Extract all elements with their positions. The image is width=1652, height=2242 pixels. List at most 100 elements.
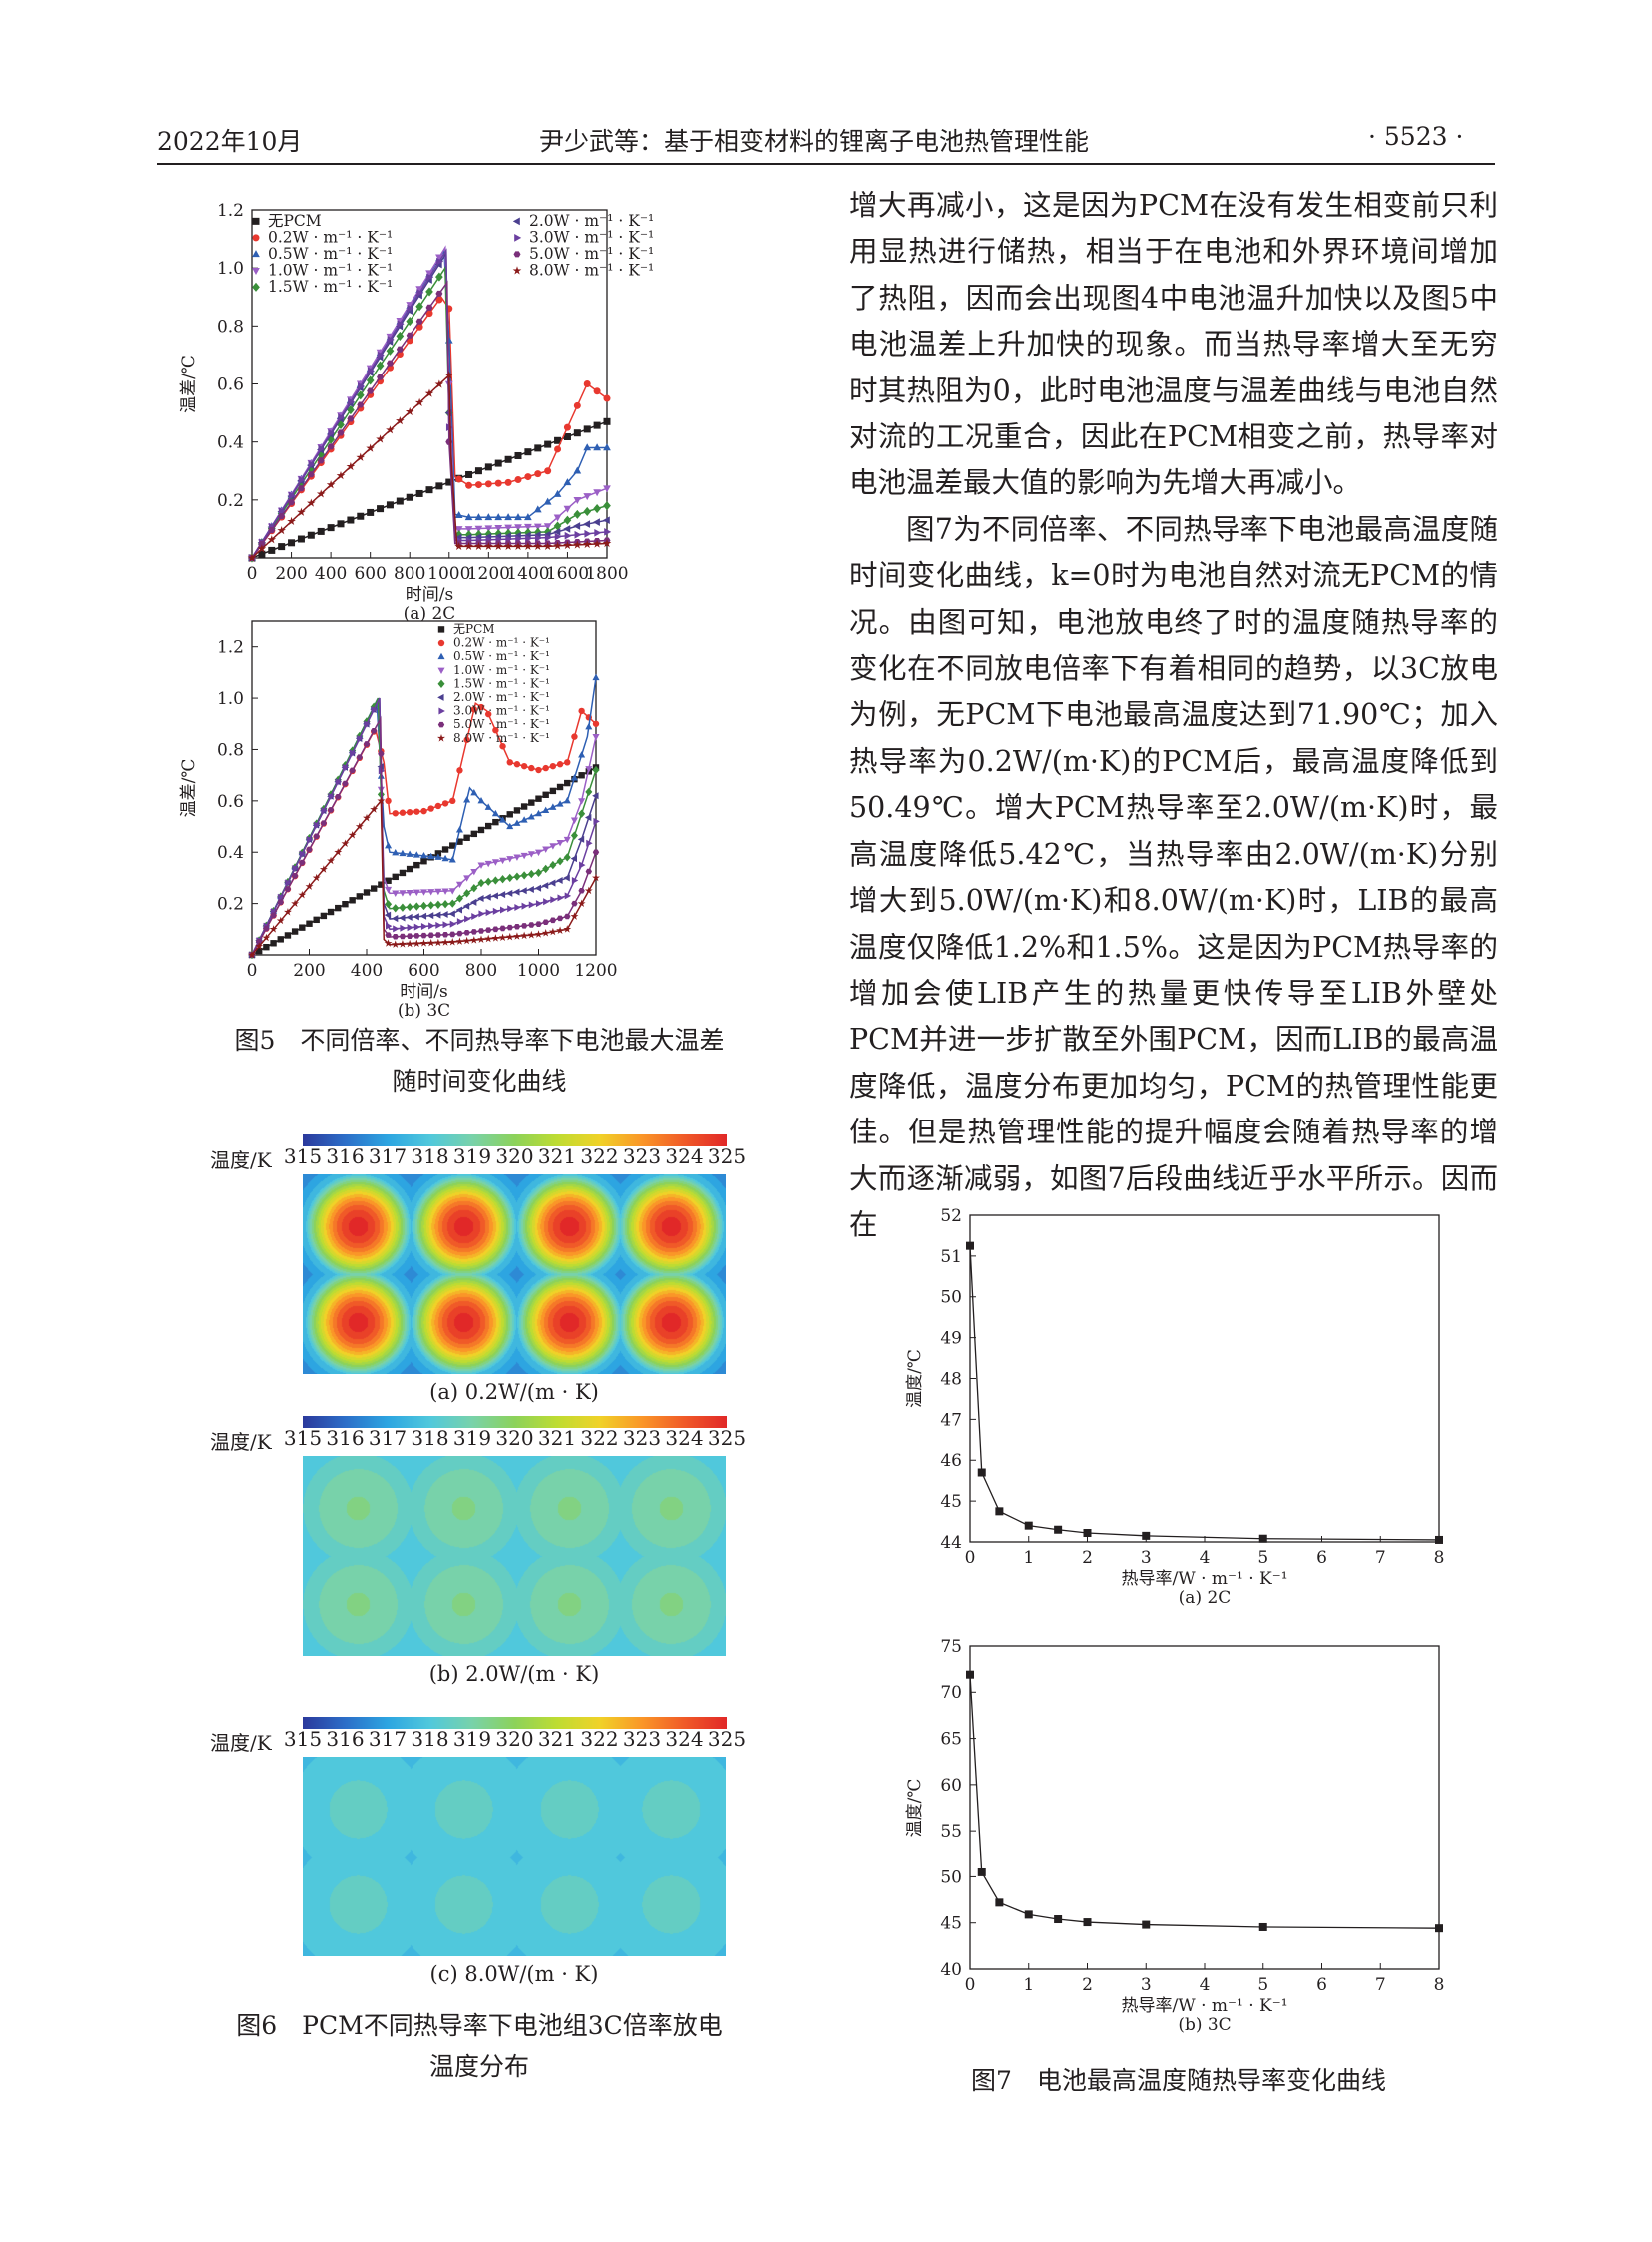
x-tick-label: 200 — [275, 564, 307, 584]
temperature-map — [303, 1174, 726, 1374]
legend-label: 2.0W · m⁻¹ · K⁻¹ — [529, 212, 654, 230]
data-point — [469, 898, 477, 906]
data-point — [291, 899, 300, 907]
data-point — [416, 289, 424, 297]
data-point — [549, 843, 557, 850]
x-tick-label: 6 — [1316, 1975, 1327, 1995]
data-point — [455, 894, 463, 903]
data-point — [406, 939, 414, 948]
data-point — [284, 886, 292, 892]
data-point — [426, 938, 435, 947]
data-point — [427, 932, 434, 939]
data-point — [448, 899, 456, 908]
colorbar-tick-label: 323 — [622, 1426, 662, 1450]
data-point — [549, 762, 557, 770]
data-point — [336, 470, 346, 480]
chart-sublabel: (a) 2C — [404, 604, 456, 624]
data-point — [492, 907, 500, 915]
data-point — [399, 890, 407, 897]
colorbar-label: 温度/K — [210, 1731, 272, 1755]
x-tick-label: 5 — [1257, 1548, 1268, 1568]
data-point — [534, 534, 542, 542]
data-point — [577, 835, 585, 843]
data-point — [520, 871, 528, 880]
data-point — [977, 1868, 986, 1876]
data-point — [484, 710, 492, 718]
data-point — [377, 351, 385, 360]
data-point — [543, 898, 550, 906]
data-point — [413, 851, 420, 858]
data-point — [407, 924, 413, 932]
data-point — [535, 795, 542, 802]
y-tick-label: 0.4 — [217, 433, 244, 453]
y-tick-label: 1.2 — [217, 638, 244, 658]
y-tick-label: 1.0 — [217, 689, 244, 709]
data-point — [318, 444, 326, 453]
fig6-caption-line2: 温度分布 — [428, 2052, 529, 2081]
legend-marker — [252, 268, 260, 276]
data-point — [313, 916, 320, 924]
data-point — [573, 522, 581, 530]
legend-marker — [437, 667, 445, 675]
data-point — [513, 854, 521, 861]
y-tick-label: 40 — [940, 1960, 962, 1980]
data-point — [533, 527, 542, 537]
data-point — [441, 854, 449, 862]
data-point — [1054, 1525, 1063, 1534]
data-point — [456, 918, 464, 926]
x-tick-label: 400 — [315, 564, 347, 584]
data-point — [278, 543, 286, 551]
data-point — [370, 727, 378, 734]
data-point — [578, 772, 585, 779]
data-point — [413, 923, 421, 931]
data-point — [513, 541, 523, 551]
colorbar-tick-label: 322 — [580, 1426, 619, 1450]
data-point — [520, 816, 528, 823]
data-point — [276, 916, 285, 925]
legend-marker — [437, 679, 445, 688]
data-point — [521, 902, 528, 910]
data-point — [278, 507, 286, 515]
data-point — [433, 938, 442, 947]
fig6-panel-label: (b) 2.0W/(m · K) — [428, 1662, 600, 1686]
chart-sublabel: (a) 2C — [1179, 1588, 1232, 1608]
data-point — [494, 525, 503, 533]
data-point — [573, 429, 581, 437]
data-point — [347, 516, 355, 524]
data-point — [554, 445, 562, 453]
data-point — [524, 473, 532, 481]
x-axis-label: 热导率/W · m⁻¹ · K⁻¹ — [1121, 1996, 1287, 2016]
colorbar-tick-label: 325 — [707, 1727, 747, 1751]
x-tick-label: 1 — [1023, 1975, 1034, 1995]
data-point — [435, 296, 443, 304]
data-point — [585, 868, 593, 875]
fig7a-chart: 0 1 2 3 4 5 6 7 8 44 45 46 47 48 49 50 51 52 热导率/W · m⁻¹ ·… — [879, 1203, 1478, 1633]
data-point — [307, 498, 316, 507]
data-point — [553, 489, 562, 497]
data-point — [406, 865, 413, 873]
data-point — [341, 761, 349, 770]
y-tick-label: 60 — [940, 1776, 962, 1796]
data-point — [592, 765, 600, 775]
data-point — [542, 864, 550, 874]
data-point — [535, 766, 542, 774]
data-point — [419, 852, 428, 859]
data-point — [455, 906, 462, 914]
data-point — [406, 933, 413, 939]
data-point — [427, 852, 435, 860]
data-point — [484, 463, 492, 471]
colorbar-tick-label: 320 — [495, 1727, 534, 1751]
y-axis-label: 温差/℃ — [179, 759, 199, 818]
data-point — [348, 397, 356, 406]
data-point — [474, 525, 483, 533]
data-point — [485, 909, 493, 917]
legend-marker — [437, 734, 445, 742]
y-tick-label: 46 — [940, 1451, 962, 1471]
legend-label: 8.0W · m⁻¹ · K⁻¹ — [529, 262, 654, 280]
y-tick-label: 1.0 — [217, 259, 244, 279]
legend-marker — [252, 217, 260, 225]
data-point — [448, 888, 456, 895]
data-point — [391, 940, 400, 948]
data-point — [448, 910, 455, 918]
